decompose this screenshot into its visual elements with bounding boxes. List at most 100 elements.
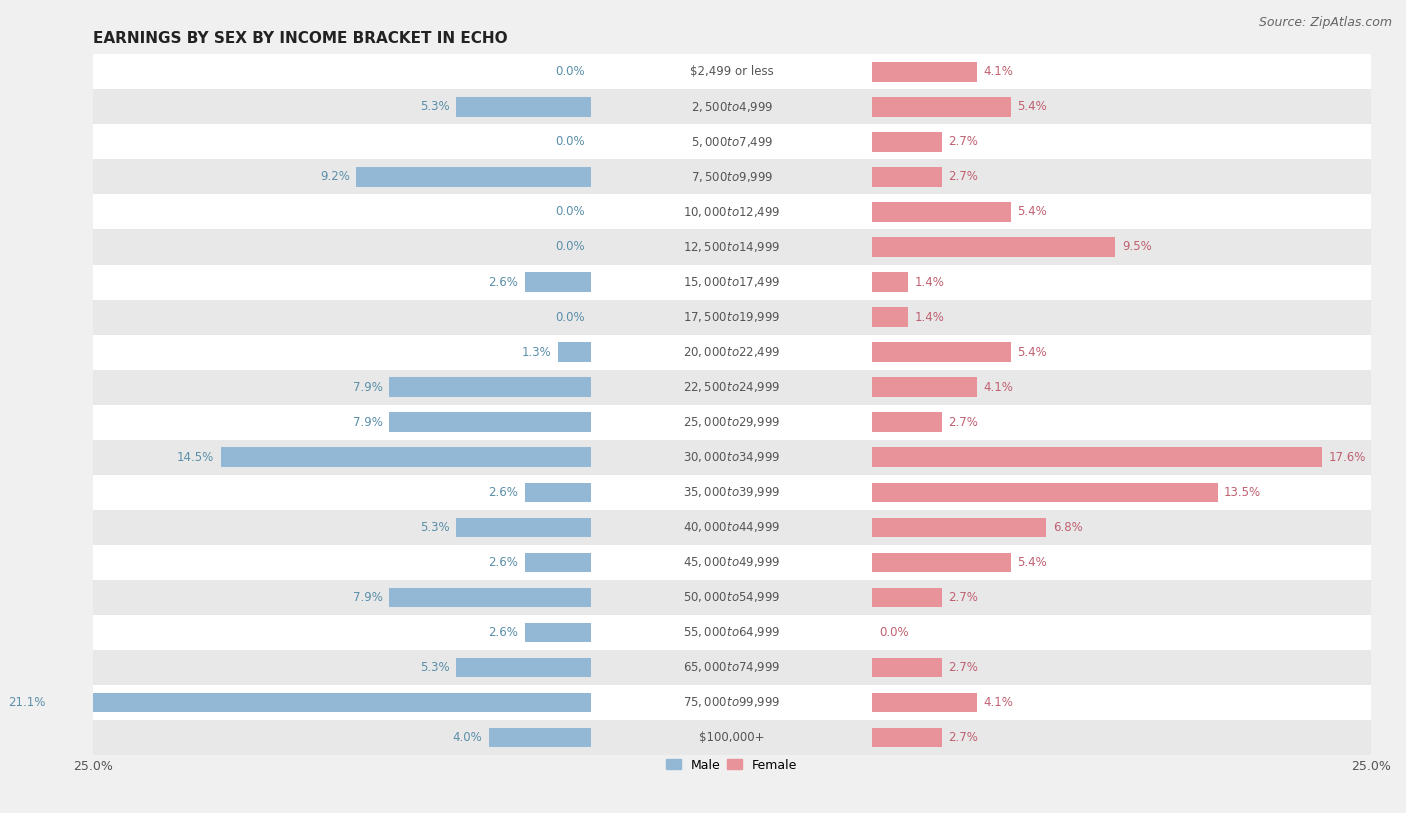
Text: 4.1%: 4.1% — [984, 65, 1014, 78]
Bar — [489, 728, 592, 747]
Text: 5.4%: 5.4% — [1017, 206, 1046, 219]
Text: $7,500 to $9,999: $7,500 to $9,999 — [690, 170, 773, 184]
Bar — [389, 377, 592, 397]
Text: 5.4%: 5.4% — [1017, 100, 1046, 113]
Bar — [873, 377, 977, 397]
Text: 13.5%: 13.5% — [1225, 485, 1261, 498]
Text: 2.7%: 2.7% — [948, 591, 977, 604]
Text: $45,000 to $49,999: $45,000 to $49,999 — [683, 555, 780, 569]
Text: $17,500 to $19,999: $17,500 to $19,999 — [683, 310, 780, 324]
Bar — [873, 237, 1115, 257]
Text: 5.4%: 5.4% — [1017, 346, 1046, 359]
Text: 1.4%: 1.4% — [915, 276, 945, 289]
Bar — [93, 440, 1371, 475]
Bar — [524, 272, 592, 292]
Text: 2.6%: 2.6% — [488, 556, 519, 569]
Text: 2.6%: 2.6% — [488, 276, 519, 289]
Bar — [93, 650, 1371, 685]
Bar — [389, 412, 592, 432]
Bar — [873, 553, 1011, 572]
Text: 5.3%: 5.3% — [420, 520, 450, 533]
Bar — [93, 89, 1371, 124]
Text: 2.7%: 2.7% — [948, 171, 977, 184]
Bar — [93, 264, 1371, 299]
Bar — [93, 159, 1371, 194]
Bar — [558, 342, 592, 362]
Text: $2,499 or less: $2,499 or less — [690, 65, 773, 78]
Bar — [93, 299, 1371, 335]
Text: Source: ZipAtlas.com: Source: ZipAtlas.com — [1258, 16, 1392, 29]
Text: 4.1%: 4.1% — [984, 696, 1014, 709]
Bar — [873, 307, 908, 327]
Bar — [873, 167, 942, 186]
Bar — [524, 553, 592, 572]
Text: 4.1%: 4.1% — [984, 380, 1014, 393]
Bar — [524, 623, 592, 642]
Bar — [873, 133, 942, 151]
Bar — [873, 728, 942, 747]
Bar — [873, 483, 1218, 502]
Bar — [873, 202, 1011, 222]
Text: 0.0%: 0.0% — [555, 65, 585, 78]
Text: 2.7%: 2.7% — [948, 661, 977, 674]
Text: $55,000 to $64,999: $55,000 to $64,999 — [683, 625, 780, 639]
Text: 7.9%: 7.9% — [353, 380, 382, 393]
Text: 0.0%: 0.0% — [879, 626, 908, 639]
Bar — [93, 615, 1371, 650]
Text: 21.1%: 21.1% — [8, 696, 45, 709]
Bar — [93, 685, 1371, 720]
Text: 2.6%: 2.6% — [488, 485, 519, 498]
Text: 9.2%: 9.2% — [319, 171, 350, 184]
Text: $2,500 to $4,999: $2,500 to $4,999 — [690, 100, 773, 114]
Bar — [524, 483, 592, 502]
Text: EARNINGS BY SEX BY INCOME BRACKET IN ECHO: EARNINGS BY SEX BY INCOME BRACKET IN ECH… — [93, 31, 508, 46]
Text: $10,000 to $12,499: $10,000 to $12,499 — [683, 205, 780, 219]
Text: $65,000 to $74,999: $65,000 to $74,999 — [683, 660, 780, 674]
Text: $15,000 to $17,499: $15,000 to $17,499 — [683, 275, 780, 289]
Bar — [52, 693, 592, 712]
Text: 2.6%: 2.6% — [488, 626, 519, 639]
Bar — [93, 405, 1371, 440]
Bar — [873, 693, 977, 712]
Text: 1.3%: 1.3% — [522, 346, 551, 359]
Text: 2.7%: 2.7% — [948, 731, 977, 744]
Text: 1.4%: 1.4% — [915, 311, 945, 324]
Bar — [873, 447, 1323, 467]
Bar — [873, 658, 942, 677]
Text: 7.9%: 7.9% — [353, 591, 382, 604]
Bar — [93, 545, 1371, 580]
Text: $40,000 to $44,999: $40,000 to $44,999 — [683, 520, 780, 534]
Text: 2.7%: 2.7% — [948, 415, 977, 428]
Bar — [873, 412, 942, 432]
Text: $20,000 to $22,499: $20,000 to $22,499 — [683, 345, 780, 359]
Text: 9.5%: 9.5% — [1122, 241, 1152, 254]
Bar — [389, 588, 592, 606]
Text: 5.3%: 5.3% — [420, 100, 450, 113]
Text: $75,000 to $99,999: $75,000 to $99,999 — [683, 695, 780, 709]
Bar — [873, 63, 977, 81]
Legend: Male, Female: Male, Female — [661, 754, 803, 776]
Text: $5,000 to $7,499: $5,000 to $7,499 — [690, 135, 773, 149]
Bar — [873, 342, 1011, 362]
Text: $30,000 to $34,999: $30,000 to $34,999 — [683, 450, 780, 464]
Text: 17.6%: 17.6% — [1329, 450, 1367, 463]
Text: 6.8%: 6.8% — [1053, 520, 1083, 533]
Text: 0.0%: 0.0% — [555, 206, 585, 219]
Text: 4.0%: 4.0% — [453, 731, 482, 744]
Text: $25,000 to $29,999: $25,000 to $29,999 — [683, 415, 780, 429]
Bar — [873, 98, 1011, 116]
Text: 5.4%: 5.4% — [1017, 556, 1046, 569]
Bar — [873, 272, 908, 292]
Text: $12,500 to $14,999: $12,500 to $14,999 — [683, 240, 780, 254]
Bar — [456, 98, 592, 116]
Bar — [93, 229, 1371, 264]
Bar — [93, 54, 1371, 89]
Bar — [873, 588, 942, 606]
Text: $35,000 to $39,999: $35,000 to $39,999 — [683, 485, 780, 499]
Bar — [93, 370, 1371, 405]
Bar — [93, 580, 1371, 615]
Text: 0.0%: 0.0% — [555, 241, 585, 254]
Text: 2.7%: 2.7% — [948, 136, 977, 149]
Bar — [93, 124, 1371, 159]
Bar — [356, 167, 592, 186]
